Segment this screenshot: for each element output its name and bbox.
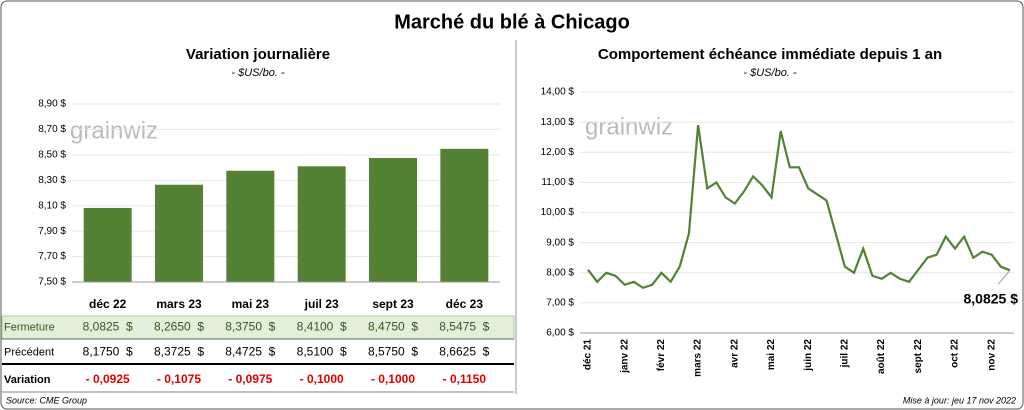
- y-tick-label: 6,00 $: [546, 328, 574, 339]
- updated: Mise à jour: jeu 17 nov 2022: [903, 395, 1016, 405]
- bar: [369, 158, 417, 282]
- x-tick-label: déc 21: [583, 339, 594, 371]
- x-tick-label: août 22: [876, 339, 887, 374]
- table-cell: 8,2650 $: [154, 320, 204, 334]
- y-tick-label: 8,00 $: [546, 267, 574, 278]
- x-tick-label: mars 23: [156, 297, 202, 311]
- watermark: grainwiz: [585, 113, 673, 140]
- row-label: Précédent: [4, 346, 54, 358]
- x-tick-label: juin 22: [803, 339, 814, 372]
- y-tick-label: 12,00 $: [541, 147, 575, 158]
- y-tick-label: 7,90 $: [38, 226, 66, 237]
- watermark: grainwiz: [70, 117, 158, 144]
- x-tick-label: mai 23: [232, 297, 270, 311]
- annotation: 8,0825 $: [964, 291, 1019, 307]
- y-tick-label: 10,00 $: [541, 207, 575, 218]
- chart-title: Variation journalière: [186, 46, 330, 63]
- line-series: [587, 124, 1011, 290]
- table-cell: 8,1750 $: [83, 345, 133, 359]
- bar: [83, 207, 132, 282]
- y-tick-label: 9,00 $: [546, 237, 574, 248]
- bar: [155, 184, 203, 282]
- bar: [226, 170, 275, 282]
- table-cell: 8,4100 $: [297, 320, 347, 334]
- table-cell: - 0,1150: [443, 372, 487, 386]
- chart-subtitle: - $US/bo. -: [743, 67, 797, 79]
- y-tick-label: 8,90 $: [38, 99, 66, 110]
- x-tick-label: févr 22: [656, 339, 667, 372]
- x-tick-label: mai 22: [766, 339, 777, 371]
- page-title: Marché du blé à Chicago: [394, 11, 630, 33]
- row-label: Fermeture: [4, 321, 55, 333]
- table-row: [2, 368, 514, 392]
- y-tick-label: 7,00 $: [546, 298, 574, 309]
- bar: [297, 166, 346, 282]
- y-tick-label: 8,70 $: [38, 124, 66, 135]
- y-tick-label: 8,10 $: [38, 200, 66, 211]
- chart-subtitle: - $US/bo. -: [231, 67, 285, 79]
- y-tick-label: 7,50 $: [38, 277, 66, 288]
- bar: [440, 148, 489, 282]
- x-tick-label: juil 22: [840, 339, 851, 369]
- source: Source: CME Group: [6, 395, 87, 405]
- table-cell: 8,4750 $: [368, 320, 418, 334]
- table-cell: 8,5475 $: [439, 320, 489, 334]
- y-tick-label: 8,30 $: [38, 175, 66, 186]
- table-cell: 8,0825 $: [83, 320, 133, 334]
- x-tick-label: oct 22: [950, 339, 961, 368]
- y-tick-label: 7,70 $: [38, 251, 66, 262]
- table-cell: - 0,0975: [228, 372, 272, 386]
- y-tick-label: 13,00 $: [541, 117, 575, 128]
- table-cell: 8,6625 $: [439, 345, 489, 359]
- table-cell: 8,4725 $: [225, 345, 275, 359]
- y-tick-label: 11,00 $: [541, 177, 574, 188]
- y-tick-label: 14,00 $: [541, 87, 575, 98]
- x-tick-label: janv 22: [619, 339, 630, 374]
- table-cell: - 0,1000: [300, 372, 344, 386]
- table-cell: 8,5750 $: [368, 345, 418, 359]
- table-cell: 8,3750 $: [225, 320, 275, 334]
- x-tick-label: déc 23: [446, 297, 484, 311]
- table-cell: - 0,0925: [86, 372, 130, 386]
- table-cell: 8,3725 $: [154, 345, 204, 359]
- leader: [997, 269, 1011, 285]
- table-row: [2, 341, 514, 364]
- x-tick-label: nov 22: [986, 339, 997, 371]
- table-cell: - 0,1000: [371, 372, 415, 386]
- x-tick-label: juil 23: [304, 297, 339, 311]
- row-label: Variation: [4, 374, 51, 386]
- x-tick-label: déc 22: [89, 297, 127, 311]
- chart-title: Comportement échéance immédiate depuis 1…: [598, 46, 942, 63]
- x-tick-label: mars 22: [693, 339, 704, 377]
- x-tick-label: sept 23: [372, 297, 414, 311]
- table-cell: - 0,1075: [157, 372, 201, 386]
- x-tick-label: avr 22: [729, 339, 740, 368]
- x-tick-label: sept 22: [913, 339, 924, 374]
- y-tick-label: 8,50 $: [38, 149, 66, 160]
- table-cell: 8,5100 $: [297, 345, 347, 359]
